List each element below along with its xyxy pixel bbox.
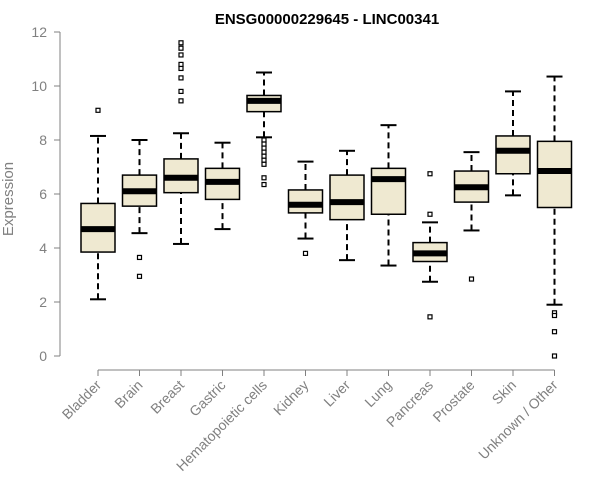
box-group [453,151,490,282]
x-tick-label: Kidney [270,377,312,419]
outlier-point [468,276,475,282]
outlier-point [178,52,184,58]
box-group [121,139,158,279]
plot-area [80,40,573,359]
outlier-point [261,153,267,159]
x-tick-label: Liver [320,377,353,410]
outlier-point [551,312,558,319]
outlier-point [261,141,267,147]
y-axis: 0 2 4 6 8 10 12 [31,24,61,364]
outlier-point [427,211,433,217]
box-group [80,107,116,301]
outlier-point [178,61,184,68]
outlier-point [261,145,267,151]
box-group [163,40,199,245]
x-tick-label: Lung [361,377,394,410]
y-tick-label: 12 [31,24,47,40]
box-group [536,75,573,359]
outlier-point [551,353,558,359]
outlier-point [136,273,143,279]
y-tick-label: 2 [39,294,47,310]
outlier-point [178,88,184,95]
outlier-point [178,75,184,81]
y-axis-label: Expression [0,162,17,236]
chart-title: ENSG00000229645 - LINC00341 [215,11,439,28]
box [370,167,407,216]
outlier-point [261,137,267,143]
outlier-point [178,40,184,46]
x-tick-label: Skin [489,377,520,408]
outlier-point [261,161,267,167]
outlier-point [261,149,267,155]
box-group [329,149,365,262]
outlier-point [261,175,267,181]
y-tick-label: 6 [39,186,47,202]
box-group [370,124,407,267]
box [495,135,531,175]
y-tick-label: 4 [39,240,47,256]
outlier-point [302,250,309,256]
outlier-point [427,314,433,320]
outlier-point [261,181,267,188]
outlier-point [261,157,267,163]
outlier-point [95,107,101,113]
box-group [204,141,241,231]
outlier-point [427,171,433,177]
box-group [246,71,282,188]
y-tick-label: 0 [39,348,47,364]
y-tick-label: 8 [39,132,47,148]
box-group [495,90,531,197]
outlier-point [178,65,184,72]
outlier-point [178,98,184,104]
box-group [412,171,448,320]
box [329,174,365,221]
box [536,140,573,209]
x-tick-label: Brain [111,377,145,411]
x-tick-label: Prostate [429,377,477,425]
outlier-point [136,254,143,261]
outlier-point [178,45,184,51]
x-tick-label: Bladder [59,377,105,423]
outlier-point [551,329,558,335]
box-group [287,160,324,256]
y-tick-label: 10 [31,78,47,94]
box [287,189,324,214]
x-tick-label: Unknown / Other [475,377,561,463]
x-tick-label: Breast [147,377,187,417]
